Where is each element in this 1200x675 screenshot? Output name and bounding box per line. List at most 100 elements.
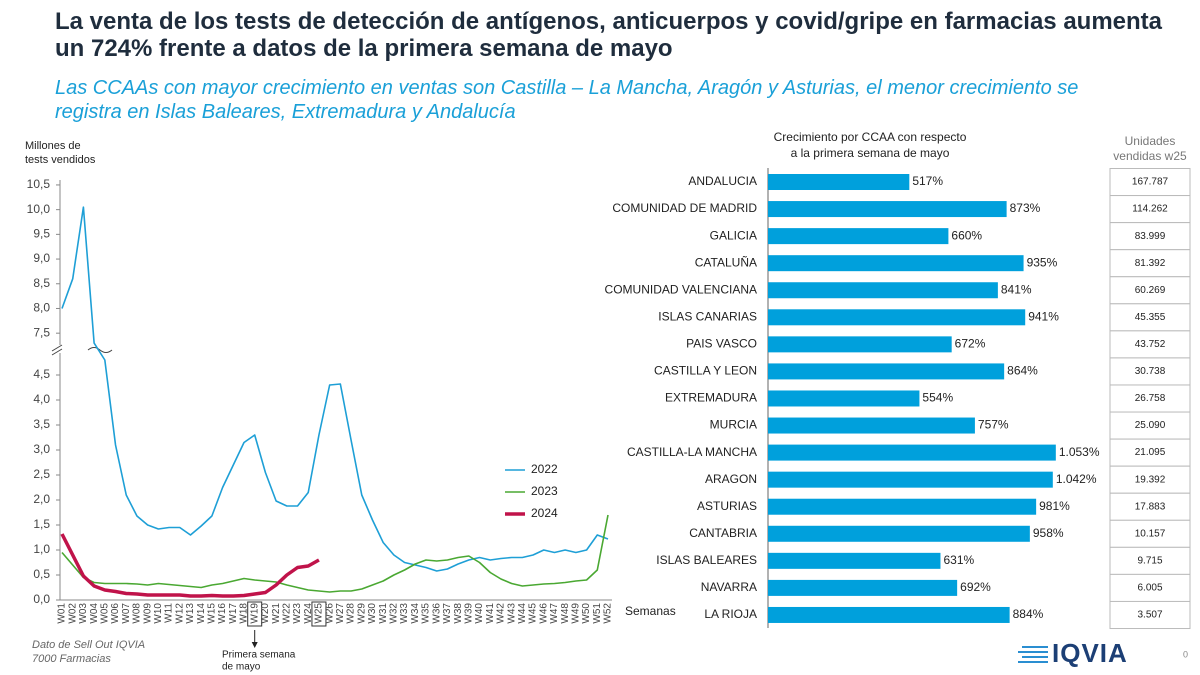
category-label: COMUNIDAD VALENCIANA (605, 282, 757, 296)
logo: IQVIA (1052, 638, 1128, 668)
y-axis-label: Millones de (25, 140, 81, 152)
category-label: ISLAS BALEARES (656, 553, 757, 567)
x-tick-label: W42 (496, 603, 507, 624)
subtitle: Las CCAAs con mayor crecimiento en venta… (55, 77, 1079, 123)
category-label: PAIS VASCO (686, 337, 757, 351)
bar (768, 525, 1030, 542)
x-tick-label: W51 (592, 603, 603, 624)
y-tick-label: 2,0 (33, 492, 50, 506)
value-label: 1.042% (1056, 472, 1097, 486)
value-label: 864% (1007, 364, 1038, 378)
x-tick-label: W09 (142, 603, 153, 624)
series-break (87, 347, 113, 353)
table-value: 167.787 (1132, 177, 1169, 188)
tick-box (311, 601, 327, 627)
logo-stripes (1018, 646, 1048, 663)
bar (768, 255, 1024, 272)
x-tick-label: W14 (196, 603, 207, 624)
x-tick-label: W05 (99, 603, 110, 624)
value-label: 672% (955, 337, 986, 351)
axis-break (51, 344, 63, 356)
x-tick-label: W23 (292, 603, 303, 624)
table-value: 26.758 (1135, 393, 1166, 404)
x-tick-label: W28 (346, 603, 357, 624)
table-value: 30.738 (1135, 366, 1166, 377)
x-tick-label: W31 (378, 603, 389, 624)
x-tick-label: W29 (356, 603, 367, 624)
table-value: 3.507 (1137, 610, 1162, 621)
y-tick-label: 8,5 (33, 276, 50, 290)
value-label: 660% (951, 228, 982, 242)
line-series (61, 206, 609, 572)
x-tick-label: W41 (485, 603, 496, 624)
source: Dato de Sell Out IQVIA (32, 639, 145, 651)
bar (768, 228, 949, 245)
table-cell (1109, 519, 1191, 548)
bar (768, 336, 952, 353)
x-tick-label: W30 (367, 603, 378, 624)
value-label: 631% (943, 553, 974, 567)
value-label: 757% (978, 418, 1009, 432)
table-cell (1109, 465, 1191, 494)
category-label: CASTILLA-LA MANCHA (627, 445, 757, 459)
y-tick-label: 4,0 (33, 392, 50, 406)
bar (768, 606, 1010, 623)
x-tick-label: W52 (603, 603, 614, 624)
category-label: ISLAS CANARIAS (658, 309, 757, 323)
table-value: 114.262 (1132, 204, 1168, 215)
y-axis-label: tests vendidos (25, 154, 96, 166)
y-tick-label: 3,5 (33, 417, 50, 431)
x-tick-label: W38 (453, 603, 464, 624)
x-tick-label: W07 (121, 603, 132, 624)
x-tick-label: W49 (571, 603, 582, 624)
y-tick-label: 4,5 (33, 367, 50, 381)
x-tick-label: W45 (528, 603, 539, 624)
table-value: 45.355 (1135, 312, 1166, 323)
bar (768, 201, 1007, 218)
category-label: LA RIOJA (704, 607, 757, 621)
x-tick-label: W26 (324, 603, 335, 624)
bar (768, 444, 1056, 461)
value-label: 692% (960, 580, 991, 594)
value-label: 958% (1033, 526, 1064, 540)
y-tick-label: 1,5 (33, 517, 50, 531)
annotation-arrowhead (251, 642, 258, 648)
page-number: 0 (1183, 649, 1188, 659)
y-tick-label: 7,5 (33, 325, 50, 339)
table-cell (1109, 438, 1191, 467)
bar (768, 309, 1026, 326)
category-label: CASTILLA Y LEON (654, 364, 757, 378)
table-cell (1109, 195, 1191, 224)
category-label: ARAGON (705, 472, 757, 486)
x-tick-label: W40 (474, 603, 485, 624)
table-cell (1109, 384, 1191, 413)
table-value: 9.715 (1137, 555, 1162, 566)
bar (768, 417, 975, 434)
table-cell (1109, 276, 1191, 305)
x-tick-label: W33 (399, 603, 410, 624)
category-label: CANTABRIA (689, 526, 757, 540)
value-label: 884% (1013, 607, 1044, 621)
x-tick-label: W37 (442, 603, 453, 624)
x-tick-label: W10 (153, 603, 164, 624)
x-tick-label: W43 (506, 603, 517, 624)
bar (768, 390, 920, 407)
bar (768, 471, 1053, 488)
table-header: vendidas w25 (1113, 149, 1187, 163)
tick-box (247, 601, 263, 627)
x-tick-label: W21 (271, 603, 282, 624)
value-label: 554% (922, 391, 953, 405)
category-label: NAVARRA (701, 580, 757, 594)
legend-label: 2024 (531, 506, 558, 520)
category-label: EXTREMADURA (665, 391, 757, 405)
category-label: MURCIA (710, 418, 757, 432)
x-axis-label: Semanas (625, 604, 676, 618)
x-tick-label: W50 (581, 603, 592, 624)
bar (768, 363, 1005, 380)
title: La venta de los tests de detección de an… (55, 8, 1163, 62)
x-tick-label: W39 (463, 603, 474, 624)
table-cell (1109, 573, 1191, 602)
x-tick-label: W22 (281, 603, 292, 624)
bar (768, 498, 1037, 515)
